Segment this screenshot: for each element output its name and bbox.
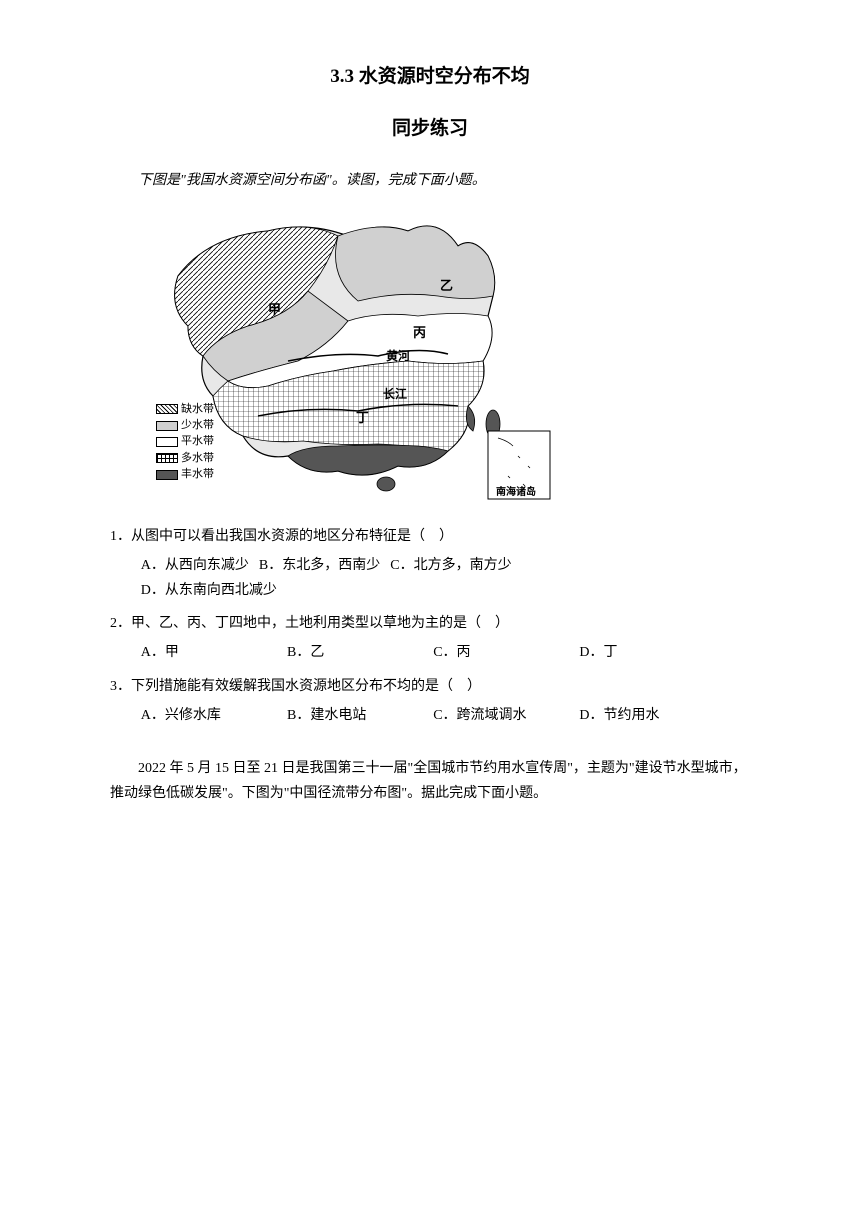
- question-num: 3．: [110, 679, 131, 694]
- option-d: D．丁: [579, 640, 725, 665]
- question-1: 1．从图中可以看出我国水资源的地区分布特征是（ ） A．从西向东减少 B．东北多…: [110, 524, 750, 604]
- option-a: A．从西向东减少: [141, 553, 249, 578]
- question-num: 1．: [110, 529, 131, 544]
- legend-label: 平水带: [181, 434, 214, 449]
- title-main: 3.3 水资源时空分布不均: [110, 60, 750, 94]
- question-options: A．兴修水库 B．建水电站 C．跨流域调水 D．节约用水: [110, 703, 750, 728]
- map-label-jia: 甲: [268, 298, 281, 321]
- option-c: C．北方多，南方少: [390, 553, 511, 578]
- question-stem: 甲、乙、丙、丁四地中，土地利用类型以草地为主的是（ ）: [131, 616, 509, 631]
- legend-row: 丰水带: [156, 467, 214, 482]
- legend-label: 多水带: [181, 451, 214, 466]
- map-label-yi: 乙: [440, 274, 453, 297]
- intro-text-1: 下图是"我国水资源空间分布函"。读图，完成下面小题。: [110, 168, 750, 193]
- question-text: 1．从图中可以看出我国水资源的地区分布特征是（ ）: [110, 524, 750, 549]
- option-b: B．乙: [287, 640, 433, 665]
- option-c: C．跨流域调水: [433, 703, 579, 728]
- question-stem: 下列措施能有效缓解我国水资源地区分布不均的是（ ）: [131, 679, 481, 694]
- legend-swatch-light: [156, 421, 178, 431]
- option-a: A．甲: [141, 640, 287, 665]
- map-label-huanghe: 黄河: [386, 346, 410, 368]
- legend-swatch-grid: [156, 453, 178, 463]
- option-b: B．东北多，西南少: [259, 553, 380, 578]
- map-label-changjiang: 长江: [383, 384, 407, 406]
- question-options: A．甲 B．乙 C．丙 D．丁: [110, 640, 750, 665]
- question-stem: 从图中可以看出我国水资源的地区分布特征是（ ）: [131, 529, 453, 544]
- legend-label: 丰水带: [181, 467, 214, 482]
- question-num: 2．: [110, 616, 131, 631]
- question-2: 2．甲、乙、丙、丁四地中，土地利用类型以草地为主的是（ ） A．甲 B．乙 C．…: [110, 611, 750, 665]
- legend-row: 缺水带: [156, 402, 214, 417]
- option-a: A．兴修水库: [141, 703, 287, 728]
- map-label-ding: 丁: [356, 406, 369, 429]
- legend-row: 少水带: [156, 418, 214, 433]
- legend-swatch-dark: [156, 470, 178, 480]
- passage-2: 2022 年 5 月 15 日至 21 日是我国第三十一届"全国城市节约用水宣传…: [110, 756, 750, 806]
- question-text: 3．下列措施能有效缓解我国水资源地区分布不均的是（ ）: [110, 674, 750, 699]
- map-label-bing: 丙: [413, 321, 426, 344]
- option-d: D．节约用水: [579, 703, 725, 728]
- option-d: D．从东南向西北减少: [141, 578, 750, 603]
- legend-row: 多水带: [156, 451, 214, 466]
- legend-label: 缺水带: [181, 402, 214, 417]
- option-c: C．丙: [433, 640, 579, 665]
- legend-swatch-hatch: [156, 404, 178, 414]
- question-options: A．从西向东减少 B．东北多，西南少 C．北方多，南方少 D．从东南向西北减少: [110, 553, 750, 603]
- legend-swatch-white: [156, 437, 178, 447]
- legend-label: 少水带: [181, 418, 214, 433]
- legend-row: 平水带: [156, 434, 214, 449]
- title-sub: 同步练习: [110, 112, 750, 146]
- china-water-map: 甲 乙 丙 丁 黄河 长江 南海诸岛 缺水带 少水带 平水带 多水带 丰水带: [148, 206, 558, 506]
- map-label-nanhai: 南海诸岛: [496, 484, 536, 502]
- option-b: B．建水电站: [287, 703, 433, 728]
- hainan: [377, 477, 395, 491]
- question-3: 3．下列措施能有效缓解我国水资源地区分布不均的是（ ） A．兴修水库 B．建水电…: [110, 674, 750, 728]
- question-text: 2．甲、乙、丙、丁四地中，土地利用类型以草地为主的是（ ）: [110, 611, 750, 636]
- map-legend: 缺水带 少水带 平水带 多水带 丰水带: [156, 402, 214, 484]
